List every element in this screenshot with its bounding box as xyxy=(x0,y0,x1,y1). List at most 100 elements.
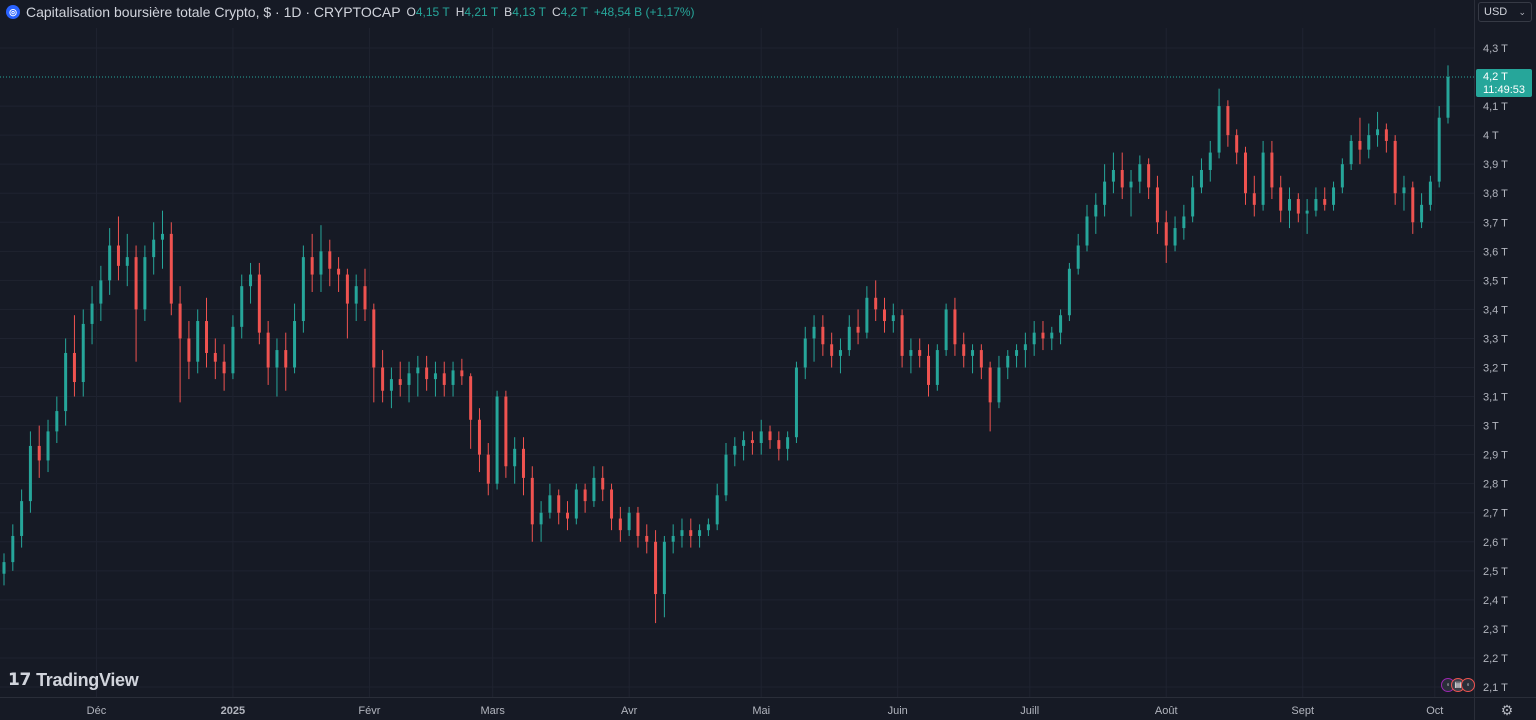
candle-body xyxy=(460,370,464,377)
x-tick-label: Sept xyxy=(1291,705,1314,717)
candle-body xyxy=(1164,222,1168,246)
candle-body xyxy=(627,512,631,531)
chart-header: ◎ Capitalisation boursière totale Crypto… xyxy=(6,3,695,21)
candle-body xyxy=(28,445,32,502)
candle-body xyxy=(504,396,508,467)
candle-body xyxy=(1252,193,1256,205)
candle-body xyxy=(354,286,358,304)
candle-body xyxy=(636,512,640,536)
candle-body xyxy=(574,489,578,519)
candle-body xyxy=(592,477,596,502)
candle-body xyxy=(1199,169,1203,188)
y-tick-label: 3,7 T xyxy=(1483,217,1508,229)
candle-body xyxy=(1182,216,1186,229)
candle-body xyxy=(72,352,76,383)
candles xyxy=(2,65,1450,624)
cryptocap-logo-icon: ◎ xyxy=(6,5,20,19)
candle-body xyxy=(979,350,983,368)
candle-body xyxy=(988,367,992,403)
candle-body xyxy=(654,541,658,595)
candle-body xyxy=(143,257,147,310)
candle-body xyxy=(337,268,341,275)
candle-body xyxy=(1050,332,1054,339)
currency-label: USD xyxy=(1484,6,1508,18)
candle-body xyxy=(416,367,420,374)
candle-body xyxy=(1226,106,1230,136)
candle-body xyxy=(1155,187,1159,223)
candle-body xyxy=(1217,106,1221,153)
tradingview-watermark[interactable]: 𝟭𝟳 TradingView xyxy=(8,668,139,692)
candle-body xyxy=(1015,350,1019,356)
candle-body xyxy=(882,309,886,322)
candle-body xyxy=(37,445,41,461)
candle-body xyxy=(1111,169,1115,182)
candle-body xyxy=(618,518,622,531)
candle-body xyxy=(169,233,173,304)
y-tick-label: 3,5 T xyxy=(1483,275,1508,287)
candle-body xyxy=(425,367,429,380)
candle-body xyxy=(451,370,455,385)
ohlc-readout: O4,15 T H4,21 T B4,13 T C4,2 T +48,54 B … xyxy=(407,5,695,19)
y-tick-label: 2,7 T xyxy=(1483,508,1508,520)
y-tick-label: 2,1 T xyxy=(1483,682,1508,694)
candle-body xyxy=(1305,210,1309,214)
tradingview-logo-icon: 𝟭𝟳 xyxy=(8,670,32,689)
candle-body xyxy=(750,440,754,444)
candle-body xyxy=(11,535,15,563)
candle-body xyxy=(477,419,481,455)
last-price-value: 4,2 T xyxy=(1483,71,1508,83)
y-tick-label: 3,9 T xyxy=(1483,159,1508,171)
low-label: B xyxy=(504,5,513,19)
candle-body xyxy=(927,355,931,385)
candle-body xyxy=(662,541,666,595)
candle-body xyxy=(689,530,693,536)
candle-body xyxy=(733,445,737,455)
open-value: 4,15 T xyxy=(415,5,450,19)
settings-gear-icon[interactable]: ⚙ xyxy=(1500,702,1514,718)
candle-body xyxy=(442,373,446,385)
candle-body xyxy=(398,379,402,385)
chevron-down-icon: ⌄ xyxy=(1518,7,1526,17)
candle-body xyxy=(698,530,702,536)
candle-body xyxy=(275,350,279,368)
candle-body xyxy=(46,431,50,461)
candle-body xyxy=(935,350,939,385)
y-tick-label: 2,4 T xyxy=(1483,595,1508,607)
candle-body xyxy=(566,512,570,519)
candle-body xyxy=(671,535,675,542)
candle-body xyxy=(187,338,191,362)
candle-body xyxy=(1279,187,1283,211)
candle-body xyxy=(742,440,746,446)
events-markers[interactable]: ◦ ▤ ◦ xyxy=(1441,678,1477,694)
candle-body xyxy=(706,524,710,531)
candle-body xyxy=(196,321,200,362)
event-flag-icon-2[interactable]: ◦ xyxy=(1461,678,1475,692)
candle-body xyxy=(856,326,860,333)
candle-body xyxy=(116,245,120,266)
candle-body xyxy=(301,257,305,322)
candle-body xyxy=(1261,152,1265,205)
candle-body xyxy=(1367,135,1371,150)
candle-body xyxy=(803,338,807,368)
candle-body xyxy=(874,297,878,310)
candle-body xyxy=(786,437,790,449)
candle-body xyxy=(1235,135,1239,153)
candle-body xyxy=(1076,245,1080,269)
candle-body xyxy=(1129,181,1133,188)
watermark-text: TradingView xyxy=(36,669,139,690)
y-tick-label: 3,1 T xyxy=(1483,392,1508,404)
candle-body xyxy=(1411,187,1415,223)
candle-body xyxy=(1208,152,1212,170)
candle-body xyxy=(240,286,244,327)
candle-body xyxy=(891,315,895,322)
currency-select[interactable]: USD ⌄ xyxy=(1478,2,1532,22)
candle-body xyxy=(495,396,499,484)
y-tick-label: 3,4 T xyxy=(1483,304,1508,316)
y-tick-label: 2,8 T xyxy=(1483,479,1508,491)
candle-body xyxy=(530,477,534,525)
candle-body xyxy=(1332,187,1336,205)
candle-body xyxy=(1059,315,1063,333)
candle-body xyxy=(363,286,367,310)
